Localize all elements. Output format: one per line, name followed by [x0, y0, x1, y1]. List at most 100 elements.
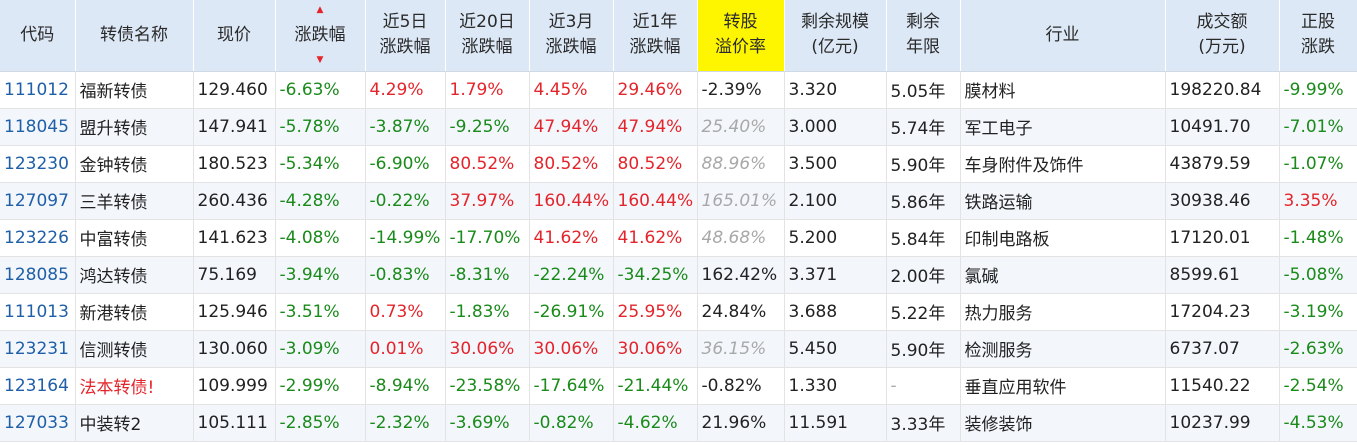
- header-label: 现价: [217, 24, 251, 45]
- name-cell[interactable]: 中富转债: [75, 219, 194, 257]
- table-row[interactable]: 123226 中富转债 141.623 -4.08% -14.99% -17.70% 41.…: [0, 219, 1357, 257]
- 1y-change-cell: -34.25%: [613, 256, 698, 294]
- code-cell[interactable]: 123231: [0, 330, 76, 368]
- scale-cell: 3.500: [784, 145, 887, 183]
- col-3m-change-header[interactable]: 近3月 涨跌幅: [529, 0, 614, 72]
- table-row[interactable]: 127033 中装转2 105.111 -2.85% -2.32% -3.69% -0.82…: [0, 404, 1357, 442]
- 3m-change-cell: -22.24%: [529, 256, 614, 294]
- header-label: 行业: [1045, 24, 1080, 45]
- code-cell[interactable]: 123230: [0, 145, 76, 183]
- col-5d-change-header[interactable]: 近5日 涨跌幅: [365, 0, 446, 72]
- scale-cell: 5.200: [784, 219, 887, 257]
- 5d-change-cell: -14.99%: [365, 219, 446, 257]
- table-row[interactable]: 127097 三羊转债 260.436 -4.28% -0.22% 37.97% 160.4…: [0, 182, 1357, 220]
- amount-cell: 43879.59: [1165, 145, 1280, 183]
- 1y-change-cell: 25.95%: [613, 293, 698, 331]
- table-row[interactable]: 123230 金钟转债 180.523 -5.34% -6.90% 80.52% 80.52…: [0, 145, 1357, 183]
- table-row[interactable]: 123231 信测转债 130.060 -3.09% 0.01% 30.06% 30.06%…: [0, 330, 1357, 368]
- name-cell[interactable]: 三羊转债: [75, 182, 194, 220]
- industry-cell: 军工电子: [960, 108, 1166, 146]
- price-cell: 147.941: [193, 108, 276, 146]
- stock-change-cell: 3.35%: [1279, 182, 1357, 220]
- price-cell: 260.436: [193, 182, 276, 220]
- col-years-header[interactable]: 剩余 年限: [886, 0, 961, 72]
- code-cell[interactable]: 127033: [0, 404, 76, 442]
- table-row[interactable]: 111012 福新转债 129.460 -6.63% 4.29% 1.79% 4.45% 29…: [0, 71, 1357, 109]
- table-row[interactable]: 128085 鸿达转债 75.169 -3.94% -0.83% -8.31% -22.24…: [0, 256, 1357, 294]
- name-cell[interactable]: 鸿达转债: [75, 256, 194, 294]
- col-20d-change-header[interactable]: 近20日 涨跌幅: [445, 0, 530, 72]
- col-stock-change-header[interactable]: 正股 涨跌: [1279, 0, 1357, 72]
- 5d-change-cell: -8.94%: [365, 367, 446, 405]
- col-scale-header[interactable]: 剩余规模 (亿元): [784, 0, 887, 72]
- amount-cell: 17204.23: [1165, 293, 1280, 331]
- header-label: 近3月: [548, 12, 594, 33]
- premium-cell: 36.15%: [697, 330, 785, 368]
- code-cell[interactable]: 118045: [0, 108, 76, 146]
- change-cell: -6.63%: [275, 71, 366, 109]
- premium-cell: 48.68%: [697, 219, 785, 257]
- header-label: 近20日: [459, 12, 515, 33]
- col-code-header[interactable]: 代码: [0, 0, 76, 72]
- 3m-change-cell: -17.64%: [529, 367, 614, 405]
- code-cell[interactable]: 111012: [0, 71, 76, 109]
- table-row[interactable]: 123164 法本转债! 109.999 -2.99% -8.94% -23.58% -17…: [0, 367, 1357, 405]
- name-cell[interactable]: 福新转债: [75, 71, 194, 109]
- name-cell[interactable]: 新港转债: [75, 293, 194, 331]
- name-cell[interactable]: 法本转债!: [75, 367, 194, 405]
- name-cell[interactable]: 盟升转债: [75, 108, 194, 146]
- premium-cell: 162.42%: [697, 256, 785, 294]
- col-price-header[interactable]: 现价: [193, 0, 276, 72]
- industry-cell: 膜材料: [960, 71, 1166, 109]
- 1y-change-cell: -4.62%: [613, 404, 698, 442]
- change-cell: -4.08%: [275, 219, 366, 257]
- years-cell: 5.74年: [886, 108, 961, 146]
- name-cell[interactable]: 中装转2: [75, 404, 194, 442]
- col-1y-change-header[interactable]: 近1年 涨跌幅: [613, 0, 698, 72]
- price-cell: 125.946: [193, 293, 276, 331]
- col-premium-header[interactable]: 转股 溢价率: [697, 0, 785, 72]
- name-cell[interactable]: 金钟转债: [75, 145, 194, 183]
- sort-desc-icon[interactable]: ▼: [316, 54, 324, 65]
- stock-change-cell: -2.63%: [1279, 330, 1357, 368]
- industry-cell: 印制电路板: [960, 219, 1166, 257]
- premium-cell: 24.84%: [697, 293, 785, 331]
- table-row[interactable]: 118045 盟升转债 147.941 -5.78% -3.87% -9.25% 47.94…: [0, 108, 1357, 146]
- stock-change-cell: -3.19%: [1279, 293, 1357, 331]
- code-cell[interactable]: 128085: [0, 256, 76, 294]
- 5d-change-cell: -0.83%: [365, 256, 446, 294]
- 5d-change-cell: -6.90%: [365, 145, 446, 183]
- col-amount-header[interactable]: 成交额 (万元): [1165, 0, 1280, 72]
- premium-cell: -0.82%: [697, 367, 785, 405]
- stock-change-cell: -9.99%: [1279, 71, 1357, 109]
- change-cell: -2.99%: [275, 367, 366, 405]
- sort-asc-icon[interactable]: ▲: [316, 5, 324, 15]
- code-cell[interactable]: 123164: [0, 367, 76, 405]
- scale-cell: 11.591: [784, 404, 887, 442]
- amount-cell: 10491.70: [1165, 108, 1280, 146]
- 1y-change-cell: 80.52%: [613, 145, 698, 183]
- scale-cell: 3.000: [784, 108, 887, 146]
- table-header: 代码 转债名称 现价 涨跌幅 ▲ ▼ 近5日 涨跌幅 近20日 涨跌幅 近3月 涨跌幅 近1年 涨跌幅 转股…: [0, 0, 1357, 72]
- code-cell[interactable]: 127097: [0, 182, 76, 220]
- 20d-change-cell: -8.31%: [445, 256, 530, 294]
- col-name-header[interactable]: 转债名称: [75, 0, 194, 72]
- code-cell[interactable]: 111013: [0, 293, 76, 331]
- col-change-header[interactable]: 涨跌幅 ▲ ▼: [275, 0, 366, 72]
- 3m-change-cell: 4.45%: [529, 71, 614, 109]
- name-cell[interactable]: 信测转债: [75, 330, 194, 368]
- premium-cell: 25.40%: [697, 108, 785, 146]
- scale-cell: 3.320: [784, 71, 887, 109]
- industry-cell: 铁路运输: [960, 182, 1166, 220]
- 20d-change-cell: -23.58%: [445, 367, 530, 405]
- 5d-change-cell: -3.87%: [365, 108, 446, 146]
- 5d-change-cell: -2.32%: [365, 404, 446, 442]
- 1y-change-cell: 30.06%: [613, 330, 698, 368]
- col-industry-header[interactable]: 行业: [960, 0, 1166, 72]
- 3m-change-cell: 41.62%: [529, 219, 614, 257]
- scale-cell: 2.100: [784, 182, 887, 220]
- code-cell[interactable]: 123226: [0, 219, 76, 257]
- table-row[interactable]: 111013 新港转债 125.946 -3.51% 0.73% -1.83% -26.91…: [0, 293, 1357, 331]
- amount-cell: 17120.01: [1165, 219, 1280, 257]
